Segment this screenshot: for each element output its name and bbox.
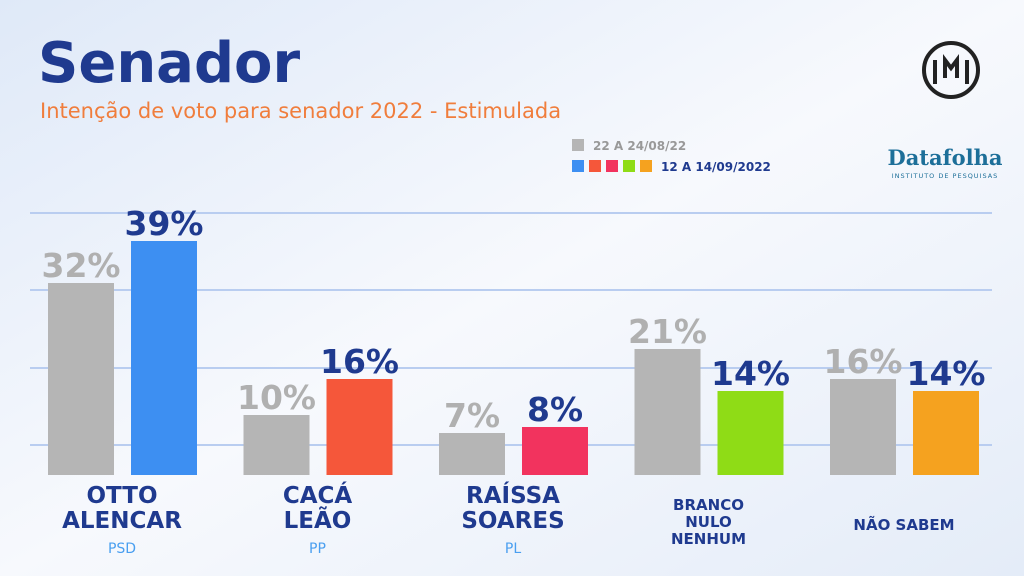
bar [131,241,197,475]
logo [922,41,980,99]
value-label: 14% [907,354,986,393]
value-label: 10% [237,378,316,417]
bar [913,391,979,475]
category-label: NULO [685,513,732,531]
legend-label: 12 A 14/09/2022 [661,160,771,174]
category-label: BRANCO [673,496,744,514]
legend-label: 22 A 24/08/22 [593,139,686,153]
bar [48,283,114,475]
legend-swatch [606,160,618,172]
category-label: NÃO SABEM [853,515,954,534]
value-label: 7% [444,396,500,435]
value-label: 21% [628,312,707,351]
category-label: SOARES [461,508,564,534]
category-label: RAÍSSA [466,481,560,509]
value-label: 14% [711,354,790,393]
category-label: LEÃO [284,506,352,534]
bar [830,379,896,475]
chart-title: Senador [38,31,301,96]
source-subtitle: INSTITUTO DE PESQUISAS [892,172,999,180]
value-label: 16% [824,342,903,381]
bar [522,427,588,475]
value-label: 32% [42,246,121,285]
legend-swatch [640,160,652,172]
legend-swatch [572,139,584,151]
value-label: 39% [125,204,204,243]
legend-swatch [572,160,584,172]
legend-swatch [623,160,635,172]
bar [634,349,701,475]
category-label: NENHUM [671,530,746,548]
category-label: CACÁ [283,481,353,509]
category-label: OTTO [86,483,157,509]
category-label: ALENCAR [62,508,182,534]
bar [243,415,310,475]
source: Datafolha [887,145,1002,170]
value-label: 16% [320,342,399,381]
value-label: 8% [527,390,583,429]
bar [439,433,505,475]
legend-swatch [589,160,601,172]
chart-subtitle: Intenção de voto para senador 2022 - Est… [40,99,561,123]
party-label: PSD [108,541,136,557]
bar [717,391,784,475]
party-label: PP [309,541,326,557]
bar [326,379,393,475]
party-label: PL [505,541,521,557]
